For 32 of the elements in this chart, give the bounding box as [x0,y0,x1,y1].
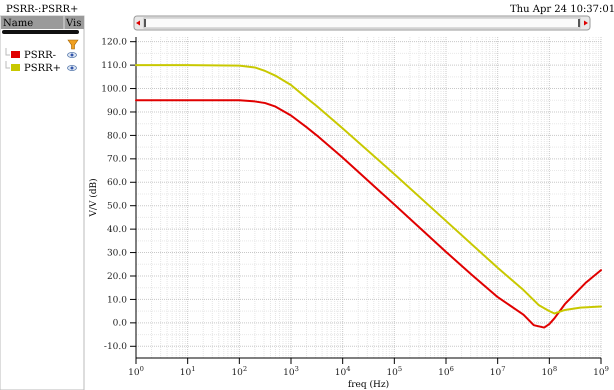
y-tick-label: 30.0 [106,248,128,258]
y-tick-label: 90.0 [106,108,128,118]
y-tick-label: 120.0 [101,38,128,48]
text: Name [3,18,34,29]
y-tick-label: 100.0 [101,84,128,94]
y-tick-label: 0.0 [112,318,128,329]
y-tick-label: 60.0 [106,178,128,188]
x-tick-label: 10$^{8}$ [541,365,558,378]
y-tick-label: 110.0 [101,60,128,71]
y-tick-label: 40.0 [106,225,128,236]
y-tick-label: 20.0 [106,272,128,282]
x-tick-label: 10$^{5}$ [386,365,402,378]
text: Vis [65,18,82,29]
y-tick-label: 50.0 [106,202,128,212]
x-tick-label: 10$^{2}$ [231,365,248,378]
x-tick-label: 10$^{9}$ [593,365,609,378]
legend-label: PSRR+ [24,63,62,74]
x-tick-label: 10$^{3}$ [283,365,299,378]
x-tick-label: 10$^{7}$ [490,365,506,378]
text: PSRR-:PSRR+ [6,4,78,15]
y-tick-label: 80.0 [106,131,128,142]
legend-label: PSRR- [24,50,56,61]
x-tick-label: 10$^{0}$ [128,365,144,378]
y-axis-title: V/V (dB) [89,178,99,218]
y-tick-label: 70.0 [106,154,128,165]
x-axis-title: freq (Hz) [348,380,390,390]
x-tick-label: 10$^{1}$ [180,365,196,378]
y-tick-label: -10.0 [104,342,128,352]
x-tick-label: 10$^{4}$ [334,365,351,378]
text: Thu Apr 24 10:37:01 [510,4,614,15]
y-tick-label: 10.0 [106,295,128,306]
x-tick-label: 10$^{6}$ [438,365,454,378]
